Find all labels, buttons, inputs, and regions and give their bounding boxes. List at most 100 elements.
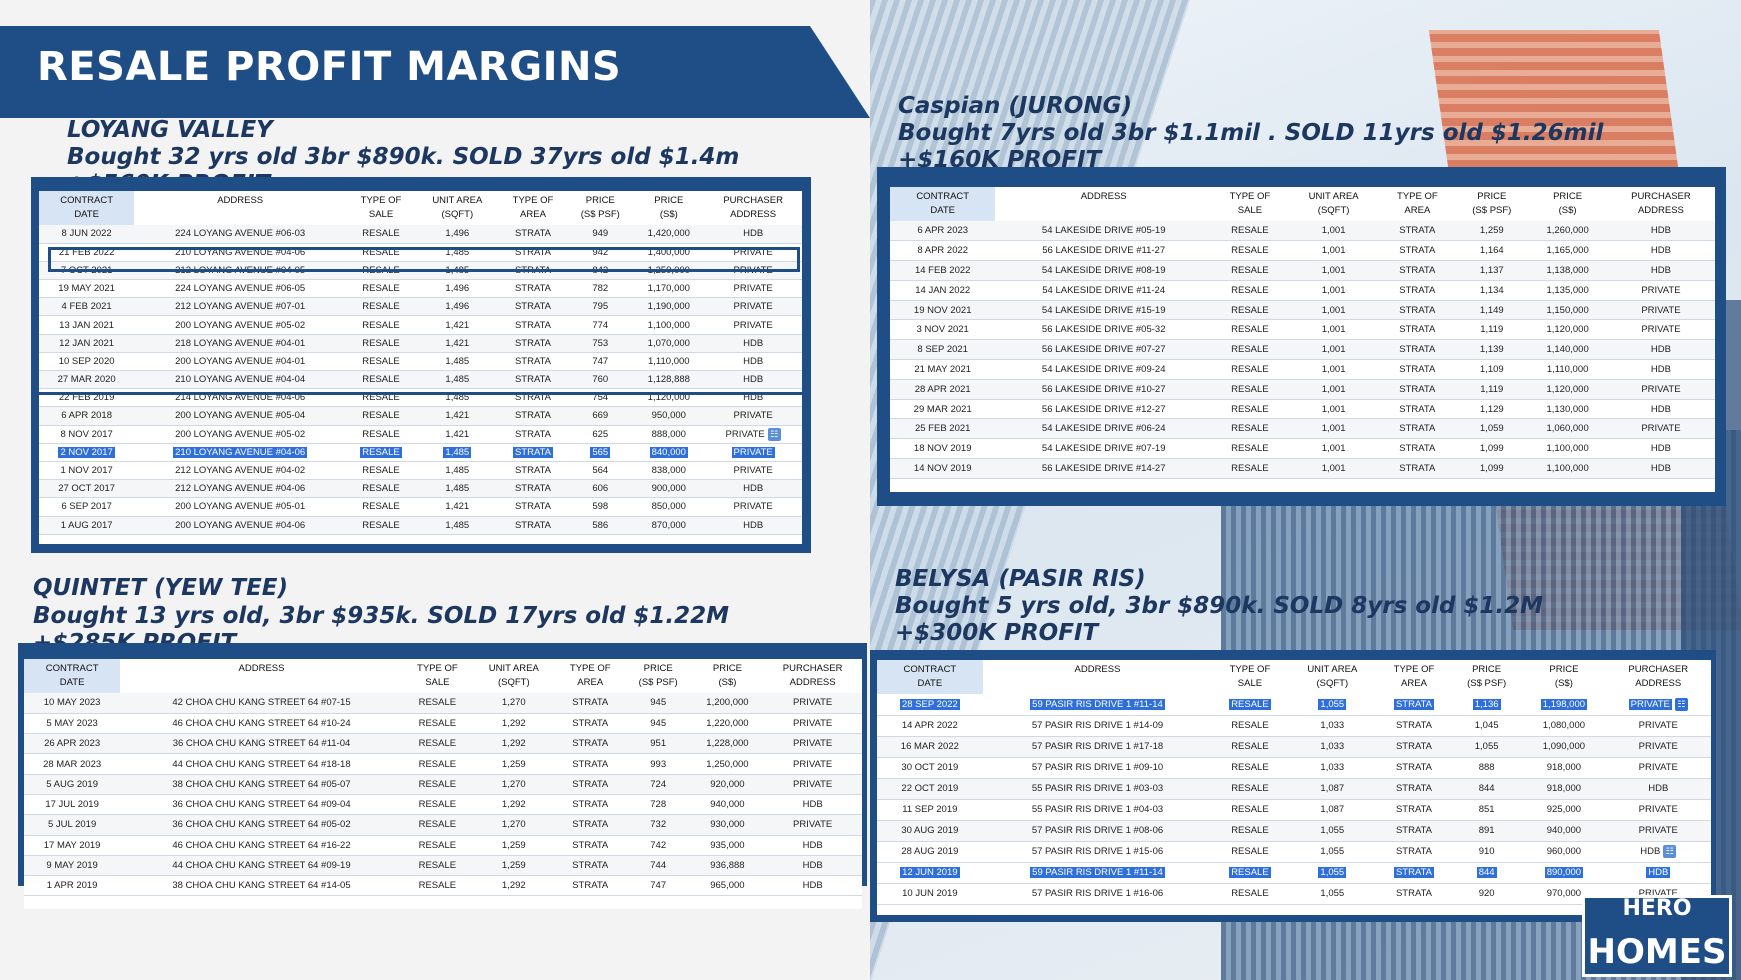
table-cell: STRATA [1379,221,1456,242]
column-header-line: ADDRESS [789,677,836,688]
cell-text: STRATA [514,483,552,495]
cell-text: 1,060,000 [1546,423,1589,435]
cell-text: RESALE [362,301,400,313]
table-cell: 29 MAR 2021 [890,399,996,420]
column-header-line: (SQFT) [497,677,530,688]
table-cell: 669 [567,406,634,426]
loyang-table: CONTRACT DATE ADDRESS TYPE OF SALE UNIT AREA… [39,191,802,535]
table-cell: RESALE [402,774,472,795]
cell-text: 1,055 [1318,867,1347,878]
table-cell: STRATA [1379,240,1456,262]
table-cell: 1,485 [415,352,499,372]
translate-icon[interactable]: ☷ [767,427,781,441]
table-cell: 1,001 [1287,418,1380,440]
cell-text: 838,000 [651,465,686,477]
cell-text: 1,485 [445,483,470,495]
table-cell: 1,485 [415,516,499,535]
table-cell: 625 [567,425,634,444]
column-header-line: CONTRACT [903,664,957,675]
column-header-line: UNIT AREA [432,195,483,206]
table-cell: RESALE [1211,260,1288,281]
table-cell: 1,134 [1455,280,1529,301]
column-header: UNIT AREA (SQFT) [1287,187,1380,221]
table-cell: 27 OCT 2017 [39,479,135,499]
cell-text: RESALE [418,697,457,709]
cell-text: HDB [802,839,823,851]
cell-text: 200 LOYANG AVENUE #05-04 [175,410,306,422]
cell-text: 1,120,000 [1546,383,1589,395]
table-cell: RESALE [1211,339,1288,361]
cell-text: 1,270 [501,778,526,790]
column-header-line: UNIT AREA [488,663,539,674]
belysa-table-wrap: CONTRACT DATE ADDRESS TYPE OF SALE UNIT AREA… [877,660,1711,915]
table-cell: STRATA [1377,883,1451,905]
cell-text: HDB [1650,363,1671,375]
table-cell: 200 LOYANG AVENUE #05-02 [134,315,347,335]
table-cell: STRATA [1377,841,1451,863]
cell-text: 949 [592,228,609,240]
table-row: 5 MAY 2023 46 CHOA CHU KANG STREET 64 #10… [24,713,862,735]
table-cell: 1,421 [415,406,499,426]
cell-text: 5 AUG 2019 [46,778,98,790]
caspian-subtitle: Bought 7yrs old 3br $1.1mil . SOLD 11yrs… [898,120,1604,146]
cell-text: STRATA [514,264,552,276]
table-cell: STRATA [498,279,568,299]
cell-text: 1,292 [501,717,526,729]
cell-text: RESALE [418,778,457,790]
cell-text: 1,001 [1321,423,1346,435]
table-cell: 920,000 [691,774,764,795]
column-header-line: PURCHASER [1631,191,1691,202]
table-cell: 14 APR 2022 [877,715,983,737]
table-cell: 1,033 [1287,736,1378,758]
table-cell: HDB [1606,240,1715,262]
cell-text: RESALE [1231,443,1269,455]
hero-homes-logo: HERO HOMES [1582,895,1732,977]
cell-text: 747 [592,355,609,367]
table-cell: 1,485 [415,461,499,481]
table-cell: 1,485 [415,370,499,390]
cell-text: 54 LAKESIDE DRIVE #08-19 [1041,264,1166,276]
table-row: 6 APR 2018 200 LOYANG AVENUE #05-04 RESALE… [39,406,802,426]
cell-text: HDB [1650,245,1671,257]
table-cell: 54 LAKESIDE DRIVE #09-24 [995,359,1212,380]
table-cell: 1,033 [1287,715,1378,737]
table-cell: 218 LOYANG AVENUE #04-01 [134,334,347,353]
table-cell: STRATA [1377,736,1451,758]
belysa-table: CONTRACT DATE ADDRESS TYPE OF SALE UNIT AREA… [877,660,1711,905]
table-row: 5 AUG 2019 38 CHOA CHU KANG STREET 64 #05… [24,774,862,795]
table-cell: RESALE [1212,820,1288,842]
table-cell: 1,001 [1287,399,1380,420]
cell-text: 57 PASIR RIS DRIVE 1 #17-18 [1031,741,1164,752]
table-cell: RESALE [1211,418,1288,440]
cell-text: 54 LAKESIDE DRIVE #11-24 [1042,284,1166,296]
table-cell: STRATA [498,225,568,244]
cell-text: RESALE [418,880,457,892]
column-header-line: ADDRESS [1080,191,1127,202]
table-cell: STRATA [1377,820,1451,842]
cell-text: 888,000 [651,428,686,440]
table-row: 29 MAR 2021 56 LAKESIDE DRIVE #12-27 RESAL… [890,399,1715,420]
table-cell: 1,485 [415,243,499,262]
table-cell: 728 [624,794,692,816]
table-cell: 1,259 [471,753,556,775]
table-row: 27 OCT 2017 212 LOYANG AVENUE #04-06 RESAL… [39,479,802,499]
table-cell: 17 JUL 2019 [24,794,121,816]
cell-text: RESALE [362,228,400,240]
column-header: PRICE (S$ PSF) [567,191,634,225]
cell-text: 891 [1478,825,1495,836]
cell-text: PRIVATE [733,246,773,258]
table-cell: 1,055 [1287,820,1378,842]
translate-icon[interactable]: ☷ [1674,697,1688,711]
column-header-line [997,204,1210,218]
table-cell: 951 [624,733,692,755]
cell-text: 200 LOYANG AVENUE #05-01 [175,501,306,513]
table-cell: STRATA [498,352,568,372]
cell-text: 19 MAY 2021 [58,283,115,295]
cell-text: PRIVATE [733,319,773,331]
cell-text: HDB [1640,846,1661,858]
page-title: RESALE PROFIT MARGINS [37,44,622,90]
cell-text: 14 FEB 2022 [914,264,971,276]
belysa-subtitle: Bought 5 yrs old, 3br $890k. SOLD 8yrs o… [895,593,1544,619]
translate-icon[interactable]: ☷ [1663,845,1677,858]
table-cell: 12 JUN 2019 [877,862,983,884]
